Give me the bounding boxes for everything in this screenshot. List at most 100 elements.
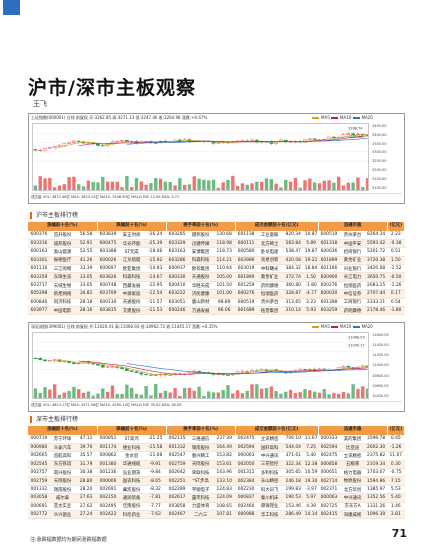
volume-bar bbox=[288, 389, 293, 398]
candle-body bbox=[86, 142, 91, 144]
chart-footer: 成交量 VOL: 3872.46亿 MA5: 3610.22亿 MA10: 35… bbox=[31, 193, 402, 202]
legend-swatch bbox=[331, 117, 339, 119]
cell-pct: -9.91 bbox=[144, 460, 167, 470]
cell-cap: 1594.86 bbox=[365, 476, 388, 486]
volume-bar bbox=[317, 392, 322, 398]
legend-item: MA10 bbox=[331, 324, 351, 329]
volume-bar bbox=[192, 176, 196, 190]
cell-code: 600030 bbox=[318, 289, 340, 299]
volume-bar bbox=[322, 389, 326, 398]
cell-code: 002725 bbox=[318, 502, 340, 512]
cell-name: 奥山能源 bbox=[49, 247, 76, 257]
cell-name: 荣联科技 bbox=[187, 468, 214, 478]
volume-bar bbox=[178, 178, 182, 190]
volume-bar bbox=[178, 395, 182, 398]
volume-bar bbox=[341, 392, 346, 398]
volume-bar bbox=[168, 181, 172, 190]
price-mark-label: 3268.74 bbox=[348, 127, 363, 131]
sh-index-chart[interactable]: 上证指数(000001) 日线 前复权 开:3262.85 高:3271.13 … bbox=[28, 113, 405, 204]
cell-name: 二六三 bbox=[187, 510, 214, 520]
page-title: 沪市/深市主板观察 bbox=[28, 77, 196, 99]
ma-line-10 bbox=[78, 360, 368, 375]
volume-bar bbox=[139, 394, 144, 398]
cell-pct: 28.20 bbox=[75, 485, 98, 495]
cell-pct: -21.25 bbox=[144, 435, 167, 444]
cell-code: 601899 bbox=[318, 256, 340, 266]
header-losers: 跌幅前十名(%) bbox=[97, 222, 167, 231]
volume-bar bbox=[62, 184, 66, 190]
volume-bar bbox=[293, 177, 298, 190]
axis-tick-label: 11200.00 bbox=[372, 353, 389, 358]
table-row: 000691 亚太实业 27.62 002495 佳隆股份 -7.77 003858 力盛体育… bbox=[28, 502, 405, 512]
cell-name: 北方稀土 bbox=[257, 239, 283, 249]
cell-pct: -7.63 bbox=[144, 510, 167, 520]
volume-bar bbox=[259, 181, 264, 190]
cell-code: 000063 bbox=[318, 493, 340, 503]
volume-bar bbox=[173, 388, 177, 398]
cell-cap: 2602.30 bbox=[365, 443, 388, 453]
volume-bar bbox=[264, 388, 269, 398]
cell-code: 603259 bbox=[318, 306, 340, 316]
cell-code: 601166 bbox=[318, 264, 340, 274]
volume-bar bbox=[86, 391, 91, 398]
cell-name: 三维通信 bbox=[187, 435, 214, 444]
candle-body bbox=[96, 364, 100, 366]
volume-bar bbox=[298, 187, 302, 190]
cell-code: 601259 bbox=[235, 281, 257, 291]
cell-code: 002594 bbox=[235, 443, 257, 453]
cell-name: 锡南股份 bbox=[49, 485, 76, 495]
cell-name: 春兴精工 bbox=[187, 451, 214, 461]
cell-name: 科伦药业 bbox=[118, 510, 145, 520]
legend-swatch bbox=[331, 326, 339, 328]
volume-bar bbox=[197, 178, 201, 190]
cell-code: 000858 bbox=[318, 460, 340, 470]
axis-tick-label: 11400.00 bbox=[372, 342, 389, 347]
cell-pct: -15.92 bbox=[144, 256, 167, 266]
candlestick-plot[interactable]: 3268.74 3264.98 bbox=[32, 123, 369, 191]
cell-amount: 305.65 bbox=[282, 468, 305, 478]
axis-tick-label: 10800.00 bbox=[372, 373, 389, 378]
sz-section-title: 深市主板排行榜 bbox=[30, 416, 78, 423]
volume-bar bbox=[86, 180, 91, 190]
cell-cap: 2333.11 bbox=[365, 298, 388, 308]
cell-turnover: 153.61 bbox=[213, 460, 236, 470]
candle-body bbox=[303, 369, 307, 371]
volume-bar bbox=[240, 183, 245, 190]
cell-code: 002050 bbox=[235, 460, 257, 470]
cell-name: 鹿山新材 bbox=[187, 298, 214, 308]
cell-pct: 10.59 bbox=[304, 468, 319, 478]
candle-body bbox=[62, 143, 67, 146]
candle-body bbox=[332, 136, 336, 139]
sz-index-chart[interactable]: 深证成指(399001) 日线 前复权 开:11020.41 高:11068.9… bbox=[28, 322, 405, 412]
volume-bar bbox=[356, 177, 360, 190]
cell-pct: 31.79 bbox=[75, 460, 98, 470]
volume-bar bbox=[38, 176, 42, 190]
cell-pct: 1.46 bbox=[387, 502, 405, 512]
cell-pct: 33.39 bbox=[75, 264, 98, 274]
cell-code: 600276 bbox=[318, 281, 340, 291]
volume-bar bbox=[216, 392, 221, 398]
cell-code: 002467 bbox=[166, 510, 188, 520]
cell-name: 江龙船艇 bbox=[118, 256, 145, 266]
cell-code: 603051 bbox=[166, 298, 188, 308]
volume-bar bbox=[57, 185, 62, 190]
cell-name: 安正时尚 bbox=[118, 231, 145, 240]
candlestick-plot[interactable]: 11068.93 11045.17 bbox=[32, 332, 369, 399]
cell-pct: 52.91 bbox=[75, 239, 98, 249]
cell-pct: 19.30 bbox=[304, 476, 319, 486]
cell-name: 中科曙光 bbox=[257, 264, 283, 274]
cell-code: 600748 bbox=[97, 281, 119, 291]
cell-code: 600111 bbox=[235, 239, 257, 249]
candle-body bbox=[38, 358, 43, 361]
header-amount: 成交金额前十名(亿元) bbox=[235, 222, 319, 231]
volume-bar bbox=[91, 395, 95, 398]
table-row: 600376 首开股份 56.58 603839 安正时尚 -26.24 603285 键邦股… bbox=[28, 231, 405, 240]
cell-amount: 372.74 bbox=[282, 272, 305, 282]
volume-bar bbox=[48, 389, 52, 398]
price-axis: 11600.00 11400.00 11200.00 11000.00 10800.00… bbox=[370, 332, 402, 399]
cell-pct: 4.39 bbox=[304, 502, 319, 512]
price-axis: 3450.00 3400.00 3350.00 3300.00 3250.00 3200.… bbox=[370, 123, 402, 191]
volume-bar bbox=[154, 178, 158, 190]
table-row: 000980 众泰汽车 39.70 001174 德业科技 -15.58 001332 锡南股… bbox=[28, 443, 405, 453]
table-row: 600163 奥山能源 52.55 603388 ST元成 -18.06 603163 安博集… bbox=[28, 247, 405, 257]
